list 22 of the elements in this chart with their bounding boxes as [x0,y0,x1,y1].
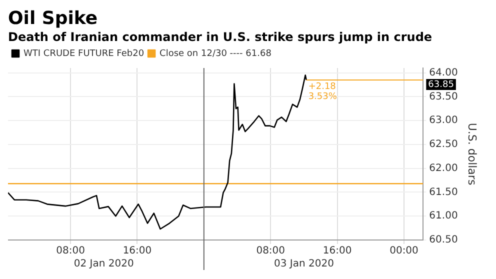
x-tick-label: 16:00 [122,246,152,257]
x2-tick-label: 03 Jan 2020 [274,258,334,270]
y-tick-label: 63.00 [429,115,458,126]
y-tick-label: 62.50 [429,139,458,150]
legend-label: Close on 12/30 ---- 61.68 [160,48,272,59]
y-tick-label: 61.00 [429,210,458,222]
x-tick-label: 00:00 [390,246,418,257]
y-tick-label: 60.50 [429,234,458,246]
chart-title: Oil Spike [8,8,99,29]
annotation: +2.18 3.53% [308,82,338,102]
y-tick-label: 63.50 [429,91,458,102]
x-tick-label: 08:00 [256,246,286,257]
x-tick-label: 16:00 [322,246,352,257]
y-tick-label: 61.50 [429,186,458,198]
y-tick-label: 64.00 [429,67,458,78]
legend-label: WTI CRUDE FUTURE Feb20 [24,48,144,59]
y-tick-label: 62.00 [429,162,458,174]
x2-tick-label: 02 Jan 2020 [74,258,134,270]
ref-line-label: 63.85 [428,80,454,90]
y-axis-title: U.S. dollars [466,122,479,186]
x-tick-label: 08:00 [56,246,85,257]
chart-subtitle: Death of Iranian commander in U.S. strike spurs jump in crude [8,29,434,45]
